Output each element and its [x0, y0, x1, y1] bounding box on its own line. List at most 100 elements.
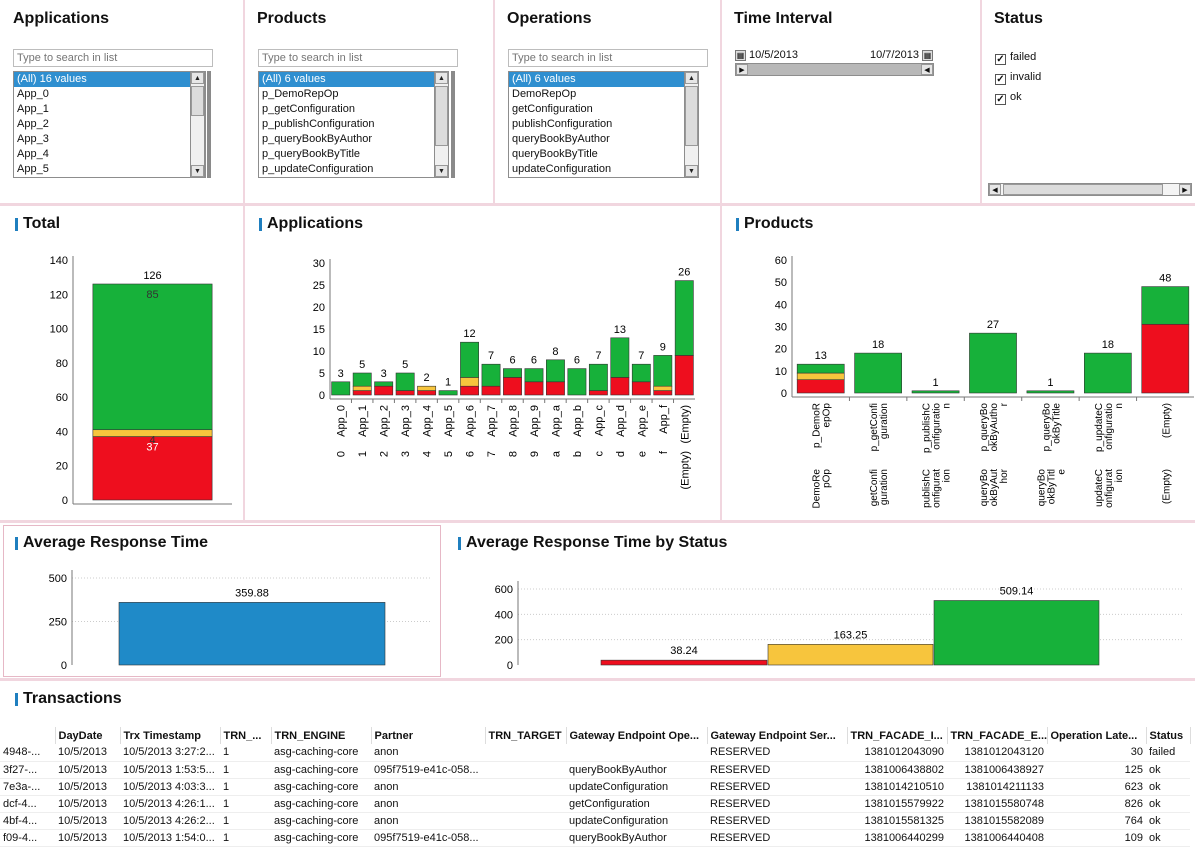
products-list-scrollbar[interactable]: ▲ ▼ [434, 71, 449, 178]
list-item[interactable]: DemoRepOp [512, 88, 577, 100]
column-header[interactable]: Status [1146, 727, 1191, 744]
scroll-up-icon[interactable]: ▲ [435, 72, 448, 84]
bar-segment-ok[interactable] [610, 337, 630, 378]
bar-segment-failed[interactable] [1141, 323, 1190, 394]
table-row[interactable]: 3f27-... 10/5/2013 10/5/2013 1:53:5... 1 asg… [0, 761, 1190, 779]
bar-segment-failed[interactable] [352, 390, 372, 396]
bar-segment-ok[interactable] [674, 280, 694, 356]
applications-search-input[interactable] [13, 49, 213, 67]
column-header[interactable]: TRN_... [220, 727, 272, 744]
list-item[interactable]: App_3 [17, 133, 49, 145]
avg-response-chart[interactable]: 0 250 500 359.88 [4, 560, 440, 675]
bar-segment-ok[interactable] [481, 363, 501, 387]
bar-segment-ok[interactable] [1141, 286, 1190, 325]
bar-segment-failed[interactable] [503, 377, 522, 396]
bar-segment-ok[interactable] [911, 390, 960, 394]
status-checkbox-invalid[interactable]: ✓ invalid [995, 71, 1042, 85]
calendar-end-icon[interactable]: ▦ [922, 50, 933, 61]
avg-by-status-chart[interactable]: 0 200 400 600 38.24 163.25 509.14 [444, 560, 1195, 675]
bar-segment-failed[interactable] [610, 377, 630, 396]
bar-segment-ok[interactable] [588, 363, 608, 391]
scroll-thumb[interactable] [685, 86, 698, 146]
column-header[interactable]: TRN_FACADE_E... [947, 727, 1048, 744]
operations-search-input[interactable] [508, 49, 708, 67]
total-chart[interactable]: 0 20 40 60 80 100 120 140 374 85 126 [0, 245, 243, 520]
column-header[interactable]: TRN_FACADE_I... [847, 727, 948, 744]
bar-segment-failed[interactable] [417, 390, 437, 396]
scroll-thumb[interactable] [191, 86, 204, 116]
bar-segment-ok[interactable] [653, 355, 673, 387]
list-item[interactable]: queryBookByTitle [512, 148, 598, 160]
bar-segment-ok[interactable] [796, 363, 845, 374]
bar-segment-ok[interactable] [631, 363, 651, 383]
column-header[interactable]: TRN_ENGINE [271, 727, 372, 744]
bar-segment-failed[interactable] [481, 385, 501, 396]
list-item[interactable]: App_0 [17, 88, 49, 100]
transactions-table-wrap[interactable]: DayDate Trx Timestamp TRN_... TRN_ENGINE Par… [0, 727, 1195, 851]
column-header[interactable]: DayDate [55, 727, 121, 744]
list-item[interactable]: p_DemoRepOp [262, 88, 339, 100]
scroll-left-icon[interactable]: ◀ [989, 184, 1001, 195]
scroll-up-icon[interactable]: ▲ [685, 72, 698, 84]
bar-segment-ok[interactable] [460, 341, 479, 378]
bar-segment-failed[interactable] [460, 385, 479, 396]
bar-segment-ok[interactable] [352, 372, 372, 387]
table-row[interactable]: 4bf-4... 10/5/2013 10/5/2013 4:26:2... 1 asg… [0, 812, 1190, 830]
bar-segment-ok[interactable] [854, 352, 902, 394]
bar-segment-ok[interactable] [503, 368, 522, 378]
bar-segment-ok[interactable] [438, 390, 458, 396]
list-item[interactable]: App_2 [17, 118, 49, 130]
bar-segment-failed[interactable] [588, 390, 608, 396]
scroll-down-icon[interactable]: ▼ [191, 165, 204, 177]
list-item[interactable]: getConfiguration [512, 103, 593, 115]
bar-segment-failed[interactable] [631, 381, 651, 396]
list-item[interactable]: App_1 [17, 103, 49, 115]
list-item[interactable]: (All) 6 values [509, 72, 684, 87]
column-header[interactable]: Partner [371, 727, 486, 744]
column-header[interactable]: Operation Late... [1047, 727, 1147, 744]
table-row[interactable]: 7e3a-... 10/5/2013 10/5/2013 4:03:3... 1 asg… [0, 778, 1190, 796]
resize-grip[interactable] [207, 71, 211, 178]
list-item[interactable]: publishConfiguration [512, 118, 613, 130]
products-search-input[interactable] [258, 49, 458, 67]
scroll-down-icon[interactable]: ▼ [435, 165, 448, 177]
bar-segment-invalid[interactable] [796, 372, 845, 381]
products-chart[interactable]: 0 10 20 30 40 50 60 13 p_DemoR epOp DemoRe pOp 18 p_g… [722, 245, 1195, 520]
bar-average[interactable] [118, 602, 386, 666]
status-checkbox-failed[interactable]: ✓ failed [995, 51, 1037, 65]
bar-segment-ok[interactable] [969, 332, 1017, 394]
products-list[interactable]: (All) 6 values p_DemoRepOp p_getConfigur… [258, 71, 435, 178]
column-header[interactable]: Trx Timestamp [120, 727, 221, 744]
column-header[interactable]: Gateway Endpoint Ser... [707, 727, 848, 744]
bar-segment-ok[interactable] [524, 368, 544, 383]
slider-left-handle-icon[interactable]: ▶ [736, 64, 748, 75]
scroll-down-icon[interactable]: ▼ [685, 165, 698, 177]
bar-segment-failed[interactable] [546, 381, 565, 396]
avg-response-panel[interactable] [3, 525, 441, 677]
bar-segment-failed[interactable] [796, 379, 845, 394]
applications-list[interactable]: (All) 16 values App_0 App_1 App_2 App_3 … [13, 71, 206, 178]
bar-segment-ok[interactable] [1084, 352, 1132, 394]
scroll-thumb[interactable] [1003, 184, 1163, 195]
bar-segment-failed[interactable] [395, 390, 415, 396]
table-row[interactable]: dcf-4... 10/5/2013 10/5/2013 4:26:1... 1 asg… [0, 795, 1190, 813]
status-checkbox-ok[interactable]: ✓ ok [995, 91, 1022, 105]
list-item[interactable]: App_5 [17, 163, 49, 175]
table-row[interactable]: 4948-... 10/5/2013 10/5/2013 3:27:2... 1 asg… [0, 744, 1190, 762]
list-item[interactable]: (All) 16 values [14, 72, 205, 87]
status-horizontal-scrollbar[interactable]: ◀ ▶ [988, 183, 1192, 196]
scroll-thumb[interactable] [435, 86, 448, 146]
bar-segment-failed[interactable] [524, 381, 544, 396]
bar-segment-ok[interactable] [374, 381, 394, 387]
list-item[interactable]: queryBookByAuthor [512, 133, 610, 145]
list-item[interactable]: (All) 6 values [259, 72, 434, 87]
bar-ok[interactable] [933, 600, 1100, 666]
table-row[interactable]: f09-4... 10/5/2013 10/5/2013 1:54:0... 1 asg… [0, 829, 1190, 847]
operations-list[interactable]: (All) 6 values DemoRepOp getConfiguratio… [508, 71, 685, 178]
bar-segment-failed[interactable] [374, 385, 394, 396]
list-item[interactable]: p_getConfiguration [262, 103, 355, 115]
column-header[interactable] [0, 727, 56, 744]
scroll-up-icon[interactable]: ▲ [191, 72, 204, 84]
bar-segment-failed[interactable] [92, 436, 213, 501]
column-header[interactable]: Gateway Endpoint Ope... [566, 727, 708, 744]
